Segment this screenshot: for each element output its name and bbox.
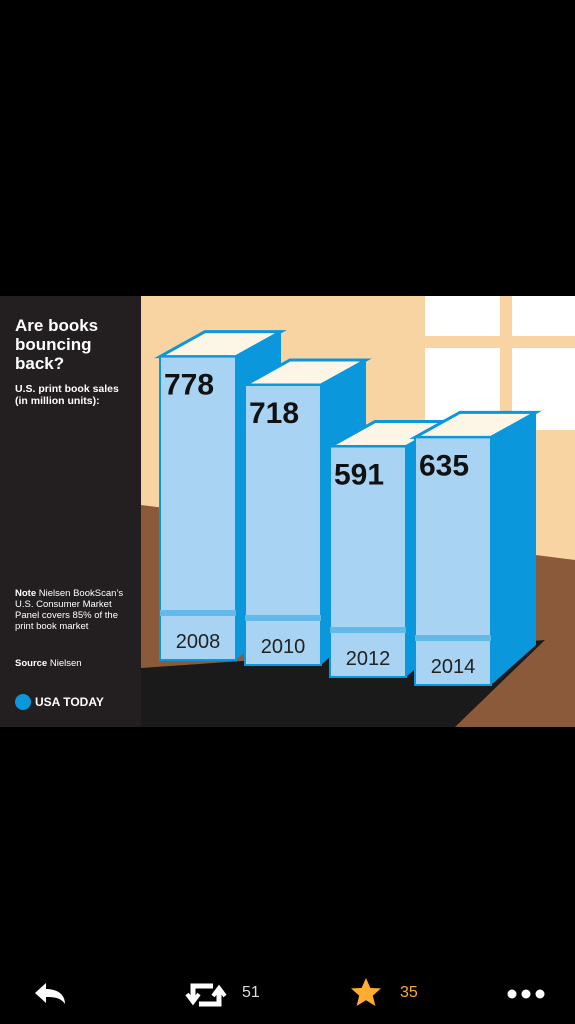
note-text: Nielsen BookScan’s U.S. Consumer Market …	[15, 588, 124, 632]
book-front	[329, 445, 407, 679]
books: 778 2008 718 2010 591 2012 635 2014	[154, 330, 542, 686]
more-button[interactable]	[507, 989, 545, 999]
favorite-count: 35	[400, 984, 418, 1001]
year-label: 2014	[431, 656, 476, 678]
window-pane	[425, 296, 500, 336]
brand: USA TODAY	[15, 694, 104, 710]
year-label: 2008	[176, 631, 221, 653]
book-stripe	[415, 635, 491, 641]
title: Are books bouncing back?	[15, 316, 99, 373]
book-front	[414, 436, 492, 686]
value-label: 635	[419, 449, 469, 482]
source: Source Nielsen	[15, 658, 82, 669]
favorite-button[interactable]	[351, 978, 381, 1006]
source-text: Nielsen	[49, 658, 82, 669]
retweet-button[interactable]	[185, 983, 227, 1007]
year-label: 2012	[346, 648, 391, 670]
source-label: Source	[15, 658, 48, 669]
window-pane	[512, 296, 575, 336]
book-stripe	[330, 627, 406, 633]
brand-text: USA TODAY	[35, 695, 104, 709]
subtitle: U.S. print book sales (in million units)…	[15, 383, 119, 407]
value-label: 718	[249, 397, 299, 430]
note: Note Nielsen BookScan’s U.S. Consumer Ma…	[15, 588, 133, 632]
reply-button[interactable]	[35, 983, 65, 1004]
book-stripe	[245, 615, 321, 621]
year-label: 2010	[261, 636, 306, 658]
value-label: 591	[334, 459, 384, 492]
book-stripe	[160, 610, 236, 616]
book-side	[491, 412, 536, 685]
brand-dot	[15, 694, 31, 710]
retweet-count: 51	[242, 984, 260, 1001]
note-label: Note	[15, 588, 37, 599]
book-front	[159, 355, 237, 661]
sidebar: Are books bouncing back? U.S. print book…	[0, 296, 141, 727]
value-label: 778	[164, 369, 214, 402]
